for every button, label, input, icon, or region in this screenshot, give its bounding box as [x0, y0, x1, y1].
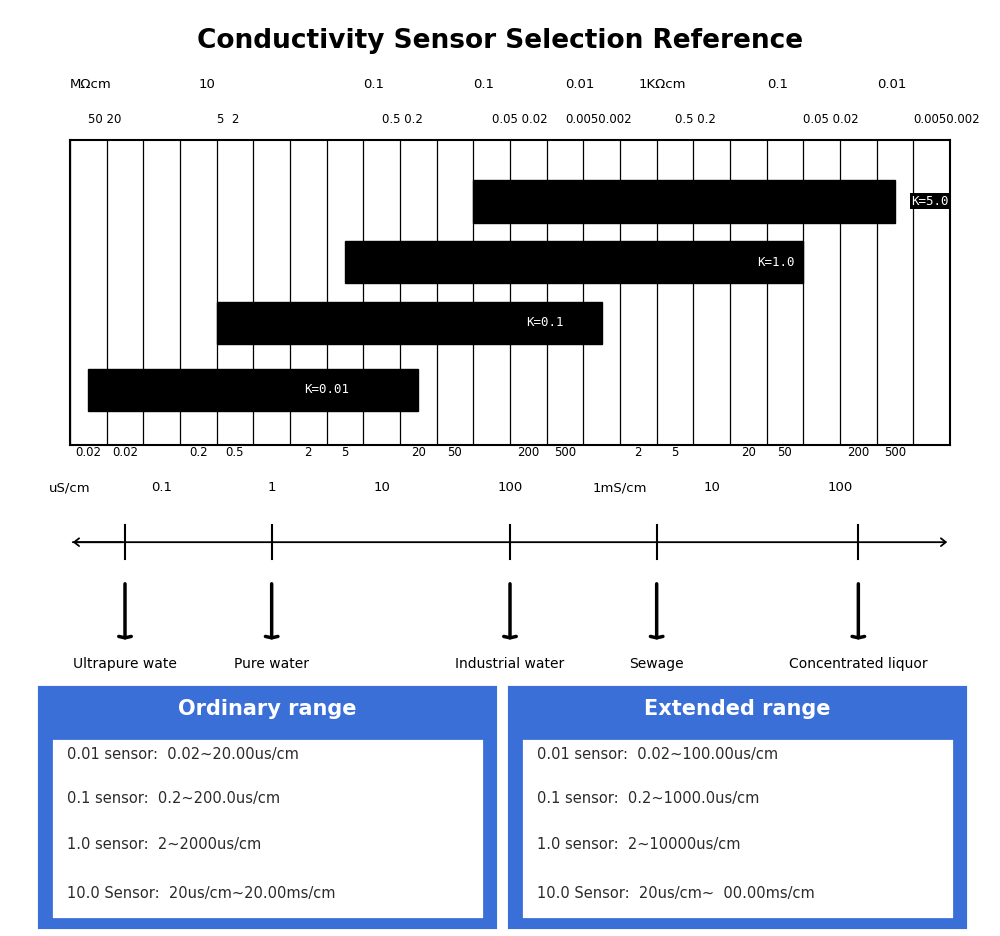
- Text: 10: 10: [373, 481, 390, 494]
- Text: 10: 10: [703, 481, 720, 494]
- Text: 500: 500: [554, 446, 576, 459]
- Text: 0.05 0.02: 0.05 0.02: [803, 112, 859, 125]
- Text: 1mS/cm: 1mS/cm: [593, 481, 647, 494]
- Text: Concentrated liquor: Concentrated liquor: [789, 657, 928, 671]
- Text: 0.5 0.2: 0.5 0.2: [382, 112, 423, 125]
- Text: 0.0050.002: 0.0050.002: [565, 112, 632, 125]
- Text: 0.01 sensor:  0.02~100.00us/cm: 0.01 sensor: 0.02~100.00us/cm: [537, 747, 778, 762]
- Text: 0.02: 0.02: [112, 446, 138, 459]
- Text: 50: 50: [778, 446, 792, 459]
- Bar: [345, 241, 803, 284]
- Text: 10: 10: [198, 78, 215, 91]
- Text: 5: 5: [341, 446, 349, 459]
- Text: 0.5 0.2: 0.5 0.2: [675, 112, 716, 125]
- Text: Pure water: Pure water: [234, 657, 309, 671]
- Text: 2: 2: [305, 446, 312, 459]
- Text: 1: 1: [267, 481, 276, 494]
- Text: 50: 50: [448, 446, 462, 459]
- Text: Sewage: Sewage: [629, 657, 684, 671]
- Text: 1KΩcm: 1KΩcm: [638, 78, 686, 91]
- Text: 0.1 sensor:  0.2~200.0us/cm: 0.1 sensor: 0.2~200.0us/cm: [67, 792, 280, 807]
- Text: 10.0 Sensor:  20us/cm~20.00ms/cm: 10.0 Sensor: 20us/cm~20.00ms/cm: [67, 885, 336, 900]
- Text: 0.1: 0.1: [473, 78, 494, 91]
- Text: 0.0050.002: 0.0050.002: [913, 112, 980, 125]
- Bar: [217, 301, 602, 344]
- Text: 0.01 sensor:  0.02~20.00us/cm: 0.01 sensor: 0.02~20.00us/cm: [67, 747, 299, 762]
- Text: 0.01: 0.01: [565, 78, 594, 91]
- Text: 50 20: 50 20: [88, 112, 122, 125]
- Text: 5  2: 5 2: [217, 112, 239, 125]
- Text: K=0.1: K=0.1: [526, 316, 564, 329]
- Text: 0.1: 0.1: [363, 78, 384, 91]
- Text: 0.01: 0.01: [877, 78, 906, 91]
- Text: MΩcm: MΩcm: [70, 78, 112, 91]
- Text: 0.05 0.02: 0.05 0.02: [492, 112, 547, 125]
- Bar: [88, 369, 418, 411]
- Text: 0.1: 0.1: [767, 78, 788, 91]
- Bar: [473, 180, 895, 223]
- Text: K=5.0: K=5.0: [911, 195, 949, 208]
- Text: 0.02: 0.02: [75, 446, 101, 459]
- Bar: [521, 739, 954, 919]
- Text: 2: 2: [635, 446, 642, 459]
- Text: 20: 20: [411, 446, 426, 459]
- Text: 0.1: 0.1: [151, 481, 172, 494]
- Text: Conductivity Sensor Selection Reference: Conductivity Sensor Selection Reference: [197, 28, 803, 54]
- Text: Ordinary range: Ordinary range: [178, 699, 357, 720]
- Text: 5: 5: [671, 446, 679, 459]
- Text: 0.2: 0.2: [189, 446, 208, 459]
- Text: 10.0 Sensor:  20us/cm~  00.00ms/cm: 10.0 Sensor: 20us/cm~ 00.00ms/cm: [537, 885, 815, 900]
- Text: 100: 100: [497, 481, 523, 494]
- Text: 0.1 sensor:  0.2~1000.0us/cm: 0.1 sensor: 0.2~1000.0us/cm: [537, 792, 760, 807]
- Text: 20: 20: [741, 446, 756, 459]
- Text: 200: 200: [517, 446, 539, 459]
- Text: 1.0 sensor:  2~10000us/cm: 1.0 sensor: 2~10000us/cm: [537, 837, 741, 852]
- Text: uS/cm: uS/cm: [49, 481, 91, 494]
- Text: Extended range: Extended range: [644, 699, 831, 720]
- Text: 200: 200: [847, 446, 869, 459]
- Text: K=0.01: K=0.01: [304, 384, 349, 396]
- Text: K=1.0: K=1.0: [757, 256, 795, 269]
- Text: 500: 500: [884, 446, 906, 459]
- Text: 1.0 sensor:  2~2000us/cm: 1.0 sensor: 2~2000us/cm: [67, 837, 262, 852]
- Bar: [51, 739, 484, 919]
- Text: 100: 100: [827, 481, 853, 494]
- Text: 0.5: 0.5: [226, 446, 244, 459]
- Text: Industrial water: Industrial water: [455, 657, 565, 671]
- Text: Ultrapure wate: Ultrapure wate: [73, 657, 177, 671]
